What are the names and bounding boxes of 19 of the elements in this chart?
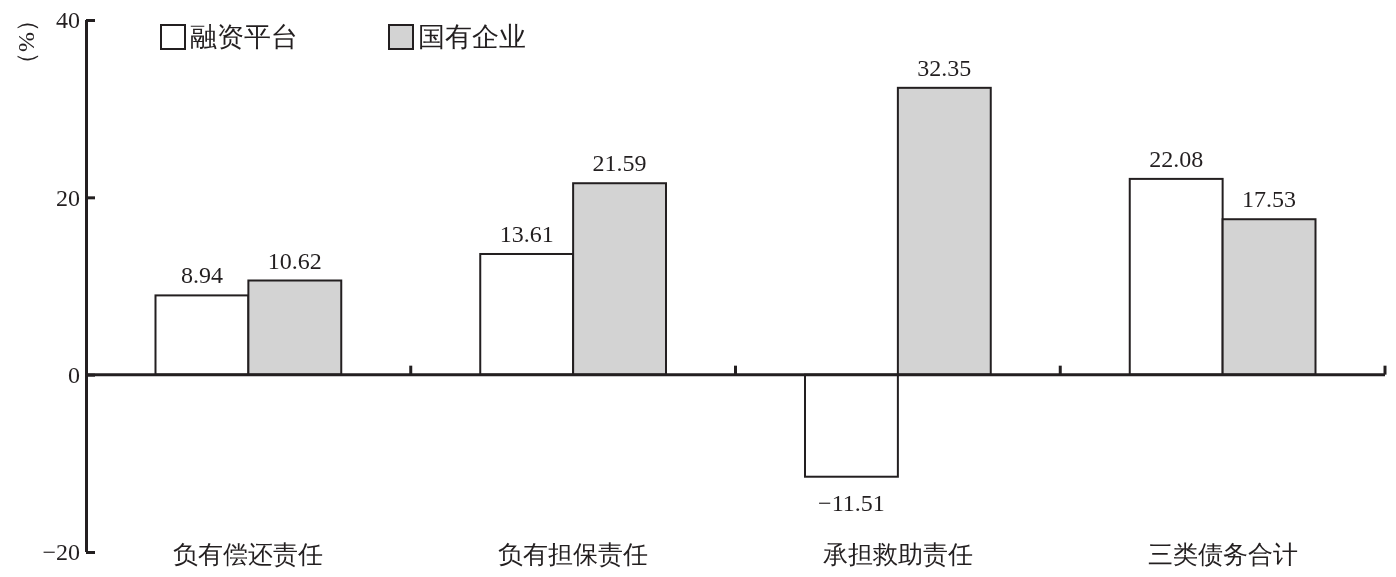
y-tick-label: 20 <box>56 184 80 211</box>
y-tick-label: −20 <box>42 539 80 566</box>
data-label: 32.35 <box>917 54 972 81</box>
data-label: 13.61 <box>499 220 554 247</box>
legend-label: 国有企业 <box>418 22 526 52</box>
x-tick-label: 三类债务合计 <box>1147 541 1298 568</box>
x-tick-label: 承担救助责任 <box>822 541 973 568</box>
x-tick-label: 负有担保责任 <box>498 541 649 568</box>
data-label: 21.59 <box>592 150 647 177</box>
data-label: 8.94 <box>180 262 223 289</box>
y-axis-title: （%） <box>13 8 39 76</box>
y-tick-label: 0 <box>68 361 80 388</box>
data-label: −11.51 <box>818 489 885 516</box>
legend-label: 融资平台 <box>190 22 298 52</box>
data-label: 10.62 <box>267 247 322 274</box>
x-tick-label: 负有偿还责任 <box>173 541 324 568</box>
data-label: 22.08 <box>1149 145 1204 172</box>
y-tick-label: 40 <box>56 7 80 34</box>
data-label: 17.53 <box>1242 186 1297 213</box>
